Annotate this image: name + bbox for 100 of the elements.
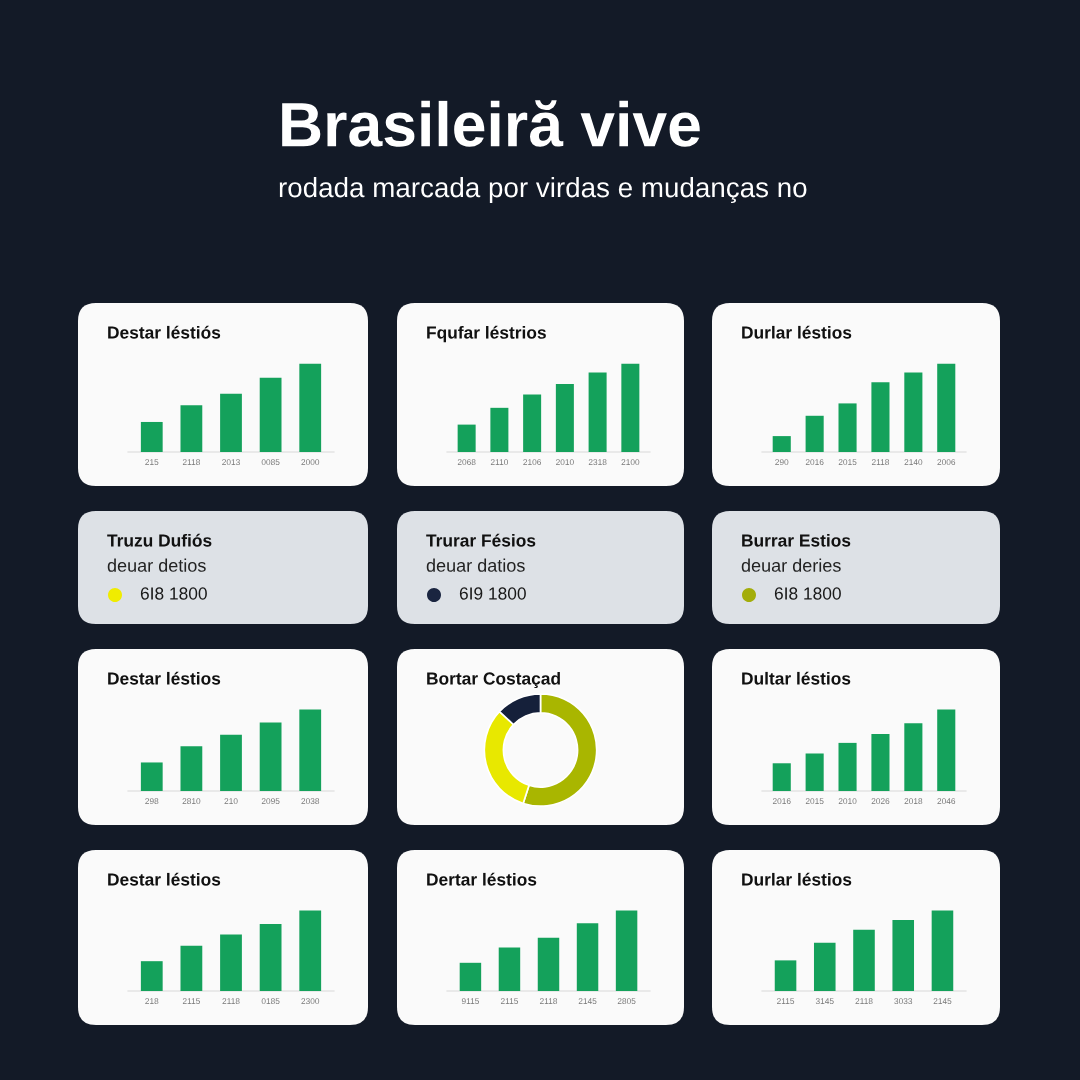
bar: [904, 723, 923, 791]
x-tick-label: 2118: [871, 459, 890, 466]
x-tick-label: 3145: [815, 998, 834, 1005]
chart-title: Durlar léstios: [742, 325, 852, 339]
legend-label: 6I8 1800: [774, 587, 841, 600]
text: Truzu Dufiós: [107, 533, 212, 547]
bar: [588, 372, 607, 452]
bar: [537, 937, 560, 991]
x-tick-label: 2000: [301, 459, 320, 466]
bar: [853, 929, 875, 991]
bar: [621, 363, 640, 452]
bar: [140, 961, 163, 991]
x-tick-label: 2118: [855, 998, 873, 1005]
chart-title: Fqufar léstrios: [427, 325, 546, 343]
bar: [299, 363, 322, 452]
x-tick-label: 218: [145, 998, 159, 1005]
x-tick-label: 0085: [261, 459, 280, 466]
bar: [180, 405, 203, 452]
bar: [220, 393, 242, 452]
bar: [937, 363, 956, 452]
legend-label: 6I9 1800: [459, 587, 526, 600]
bar: [871, 733, 890, 791]
bar: [220, 934, 242, 991]
x-tick-label: 2068: [457, 459, 476, 466]
bar: [774, 960, 797, 991]
x-tick-label: 3033: [894, 998, 913, 1005]
chart-title: Dultar léstios: [742, 671, 851, 685]
bar: [457, 424, 476, 452]
x-tick-label: 2106: [523, 459, 542, 466]
x-tick-label: 2015: [805, 798, 824, 805]
text: deuar detios: [107, 558, 206, 572]
chart-title: Destar léstiós: [108, 325, 221, 339]
x-tick-label: 2805: [617, 998, 636, 1005]
bar: [615, 910, 638, 991]
bar: [299, 910, 322, 991]
bar: [299, 709, 322, 791]
x-tick-label: 0185: [261, 998, 280, 1005]
bar: [220, 734, 242, 791]
bar: [772, 763, 791, 791]
text: deuar datios: [426, 558, 525, 572]
x-tick-label: 210: [224, 798, 238, 805]
bar: [838, 742, 857, 791]
bar: [892, 920, 915, 991]
x-tick-label: 2118: [182, 459, 200, 466]
text: Trurar Fésios: [426, 533, 536, 547]
text: Brasileiră vive: [282, 100, 700, 147]
x-tick-label: 2026: [871, 798, 890, 805]
bar: [805, 753, 824, 791]
x-tick-label: 2006: [937, 459, 956, 466]
bar: [931, 910, 954, 991]
chart-title: Destar léstios: [108, 872, 221, 886]
x-tick-label: 2010: [838, 798, 857, 805]
legend-label: 6I8 1800: [140, 587, 207, 600]
x-tick-label: 2018: [904, 798, 923, 805]
bar: [180, 945, 203, 991]
chart-title: Durlar léstios: [742, 872, 852, 886]
x-tick-label: 2145: [578, 998, 597, 1005]
x-tick-label: 2095: [261, 798, 280, 805]
bar: [140, 762, 163, 791]
x-tick-label: 2118: [222, 998, 240, 1005]
x-tick-label: 2318: [588, 459, 607, 466]
x-tick-label: 2115: [500, 998, 519, 1005]
x-tick-label: 2118: [539, 998, 558, 1005]
x-tick-label: 2110: [490, 459, 509, 466]
x-tick-label: 2016: [772, 798, 791, 805]
x-tick-label: 2010: [556, 459, 574, 466]
x-tick-label: 2100: [621, 459, 640, 466]
x-tick-label: 2115: [182, 998, 200, 1005]
x-tick-label: 2145: [933, 998, 952, 1005]
x-tick-label: 2115: [777, 998, 795, 1005]
bar: [838, 403, 857, 452]
text: rodada marcada por virdas e mudanças no: [279, 176, 807, 204]
bar: [490, 407, 509, 452]
x-tick-label: 2013: [222, 459, 240, 466]
bar: [180, 746, 203, 791]
x-tick-label: 2810: [182, 798, 201, 805]
text: Burrar Estios: [742, 533, 851, 547]
bar: [140, 421, 163, 452]
bar: [259, 722, 282, 791]
x-tick-label: 290: [775, 459, 789, 466]
x-tick-label: 2140: [904, 459, 923, 466]
chart-title: Bortar Costaçad: [427, 671, 560, 689]
bar: [576, 923, 599, 991]
bar: [259, 924, 282, 991]
x-tick-label: 2300: [301, 998, 320, 1005]
bar: [937, 709, 956, 791]
x-tick-label: 2046: [937, 798, 956, 805]
x-tick-label: 298: [145, 798, 159, 805]
bar: [498, 947, 521, 991]
x-tick-label: 9115: [461, 998, 480, 1005]
text: deuar deries: [741, 558, 841, 572]
x-tick-label: 215: [145, 459, 159, 466]
bar: [555, 383, 574, 452]
bar: [813, 942, 836, 991]
bar: [805, 415, 824, 452]
x-tick-label: 2015: [838, 459, 857, 466]
chart-title: Dertar léstios: [427, 872, 537, 886]
bar: [772, 436, 791, 452]
x-tick-label: 2016: [805, 459, 824, 466]
bar: [523, 394, 542, 452]
